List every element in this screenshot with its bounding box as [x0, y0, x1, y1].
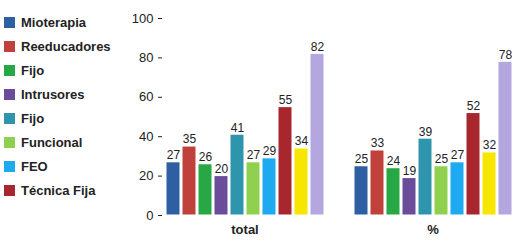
svg-text:27: 27	[247, 148, 261, 162]
svg-text:82: 82	[311, 40, 325, 54]
svg-text:20: 20	[139, 168, 153, 183]
svg-text:100: 100	[132, 11, 154, 26]
html-text:Reeducadores: Reeducadores	[21, 38, 111, 54]
html-text:Fijo: Fijo	[21, 62, 45, 78]
html-text:Fijo: Fijo	[21, 110, 45, 126]
svg-text:78: 78	[499, 48, 513, 62]
svg-text:%: %	[427, 222, 439, 237]
svg-text:39: 39	[419, 125, 433, 139]
html-text:Mioterapia: Mioterapia	[21, 14, 86, 30]
svg-text:29: 29	[263, 144, 277, 158]
svg-text:80: 80	[139, 50, 153, 65]
html-text:FEO: FEO	[21, 158, 48, 174]
svg-text:41: 41	[231, 121, 245, 135]
svg-text:25: 25	[355, 152, 369, 166]
svg-text:26: 26	[199, 150, 213, 164]
svg-text:27: 27	[451, 148, 465, 162]
html-text:Funcional: Funcional	[21, 134, 83, 150]
svg-text:52: 52	[467, 99, 481, 113]
html-text:Intrusores: Intrusores	[21, 86, 85, 102]
svg-text:25: 25	[435, 152, 449, 166]
svg-text:32: 32	[483, 138, 497, 152]
svg-text:60: 60	[139, 89, 153, 104]
svg-text:0: 0	[146, 208, 153, 223]
svg-text:40: 40	[139, 129, 153, 144]
svg-text:total: total	[231, 222, 258, 237]
html-text:Técnica Fija: Técnica Fija	[21, 182, 96, 198]
svg-text:34: 34	[295, 134, 309, 148]
svg-text:27: 27	[167, 148, 181, 162]
svg-text:33: 33	[371, 136, 385, 150]
svg-text:55: 55	[279, 93, 293, 107]
svg-text:19: 19	[403, 164, 417, 178]
svg-text:35: 35	[183, 132, 197, 146]
svg-text:24: 24	[387, 154, 401, 168]
svg-text:20: 20	[215, 162, 229, 176]
